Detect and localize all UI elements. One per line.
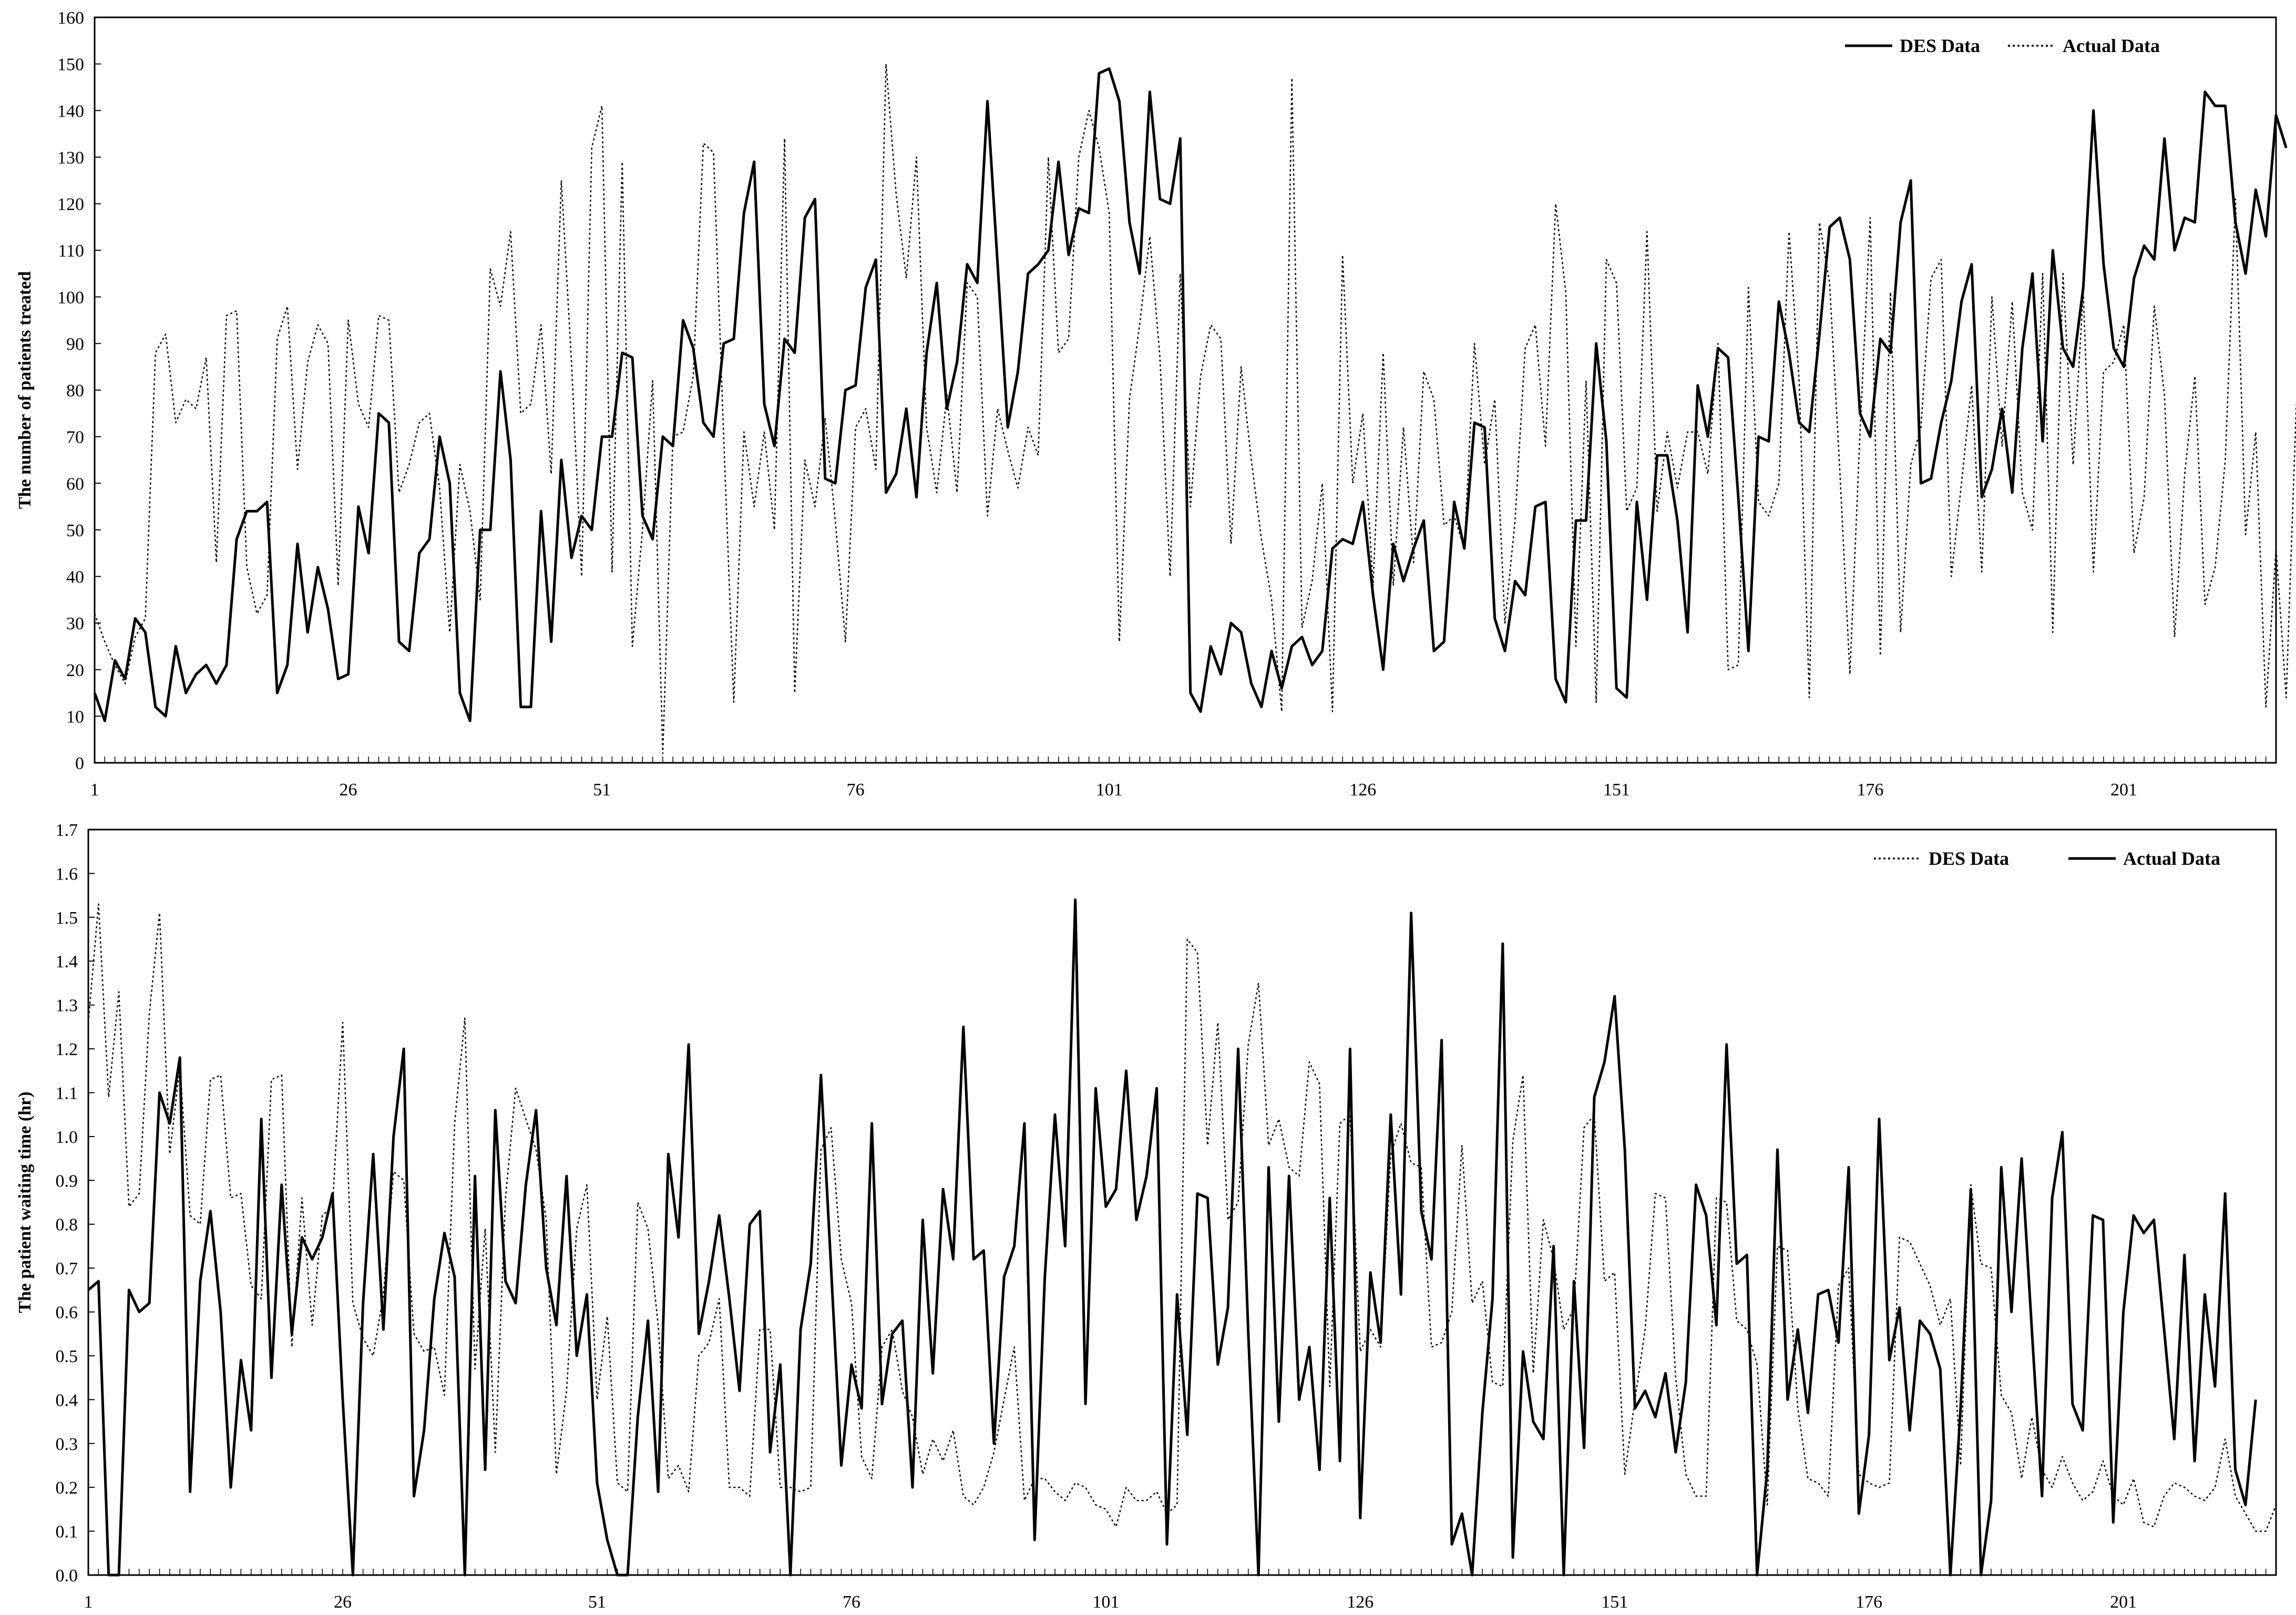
legend-label-des-data: DES Data xyxy=(1900,35,1980,56)
y-tick-label: 1.0 xyxy=(56,1128,78,1147)
chart-patient-waiting-time: 0.0 0.1 0.2 0.3 0.4 0.5 0.6 0.7 0.8 0.9 1.0 1.1 1.2 1… xyxy=(15,821,2277,1612)
x-tick-label: 176 xyxy=(1857,780,1883,800)
y-tick-label: 120 xyxy=(57,195,84,214)
y-tick-label: 10 xyxy=(66,707,84,727)
y-tick-label: 160 xyxy=(57,8,84,28)
x-tick-label: 151 xyxy=(1601,1592,1628,1612)
y-tick-labels: 0 10 20 30 40 50 60 70 80 90 100 110 120 130 140 150 160 xyxy=(57,8,84,773)
plot-frame xyxy=(87,829,2277,1576)
tick-marks xyxy=(88,829,2277,1576)
x-tick-label: 1 xyxy=(90,780,99,800)
y-tick-label: 30 xyxy=(66,614,84,633)
y-tick-label: 40 xyxy=(66,568,84,587)
x-tick-label: 126 xyxy=(1349,780,1376,800)
y-tick-label: 140 xyxy=(57,101,84,121)
x-tick-label: 1 xyxy=(84,1592,93,1612)
y-tick-label: 1.5 xyxy=(56,908,78,928)
legend: DES Data Actual Data xyxy=(1874,848,2220,869)
y-tick-label: 100 xyxy=(57,288,84,308)
x-tick-label: 76 xyxy=(847,780,865,800)
x-tick-label: 201 xyxy=(2110,1592,2137,1612)
x-tick-label: 126 xyxy=(1347,1592,1374,1612)
y-tick-label: 1.1 xyxy=(56,1084,78,1103)
y-tick-label: 150 xyxy=(57,55,84,75)
legend-label-actual-data: Actual Data xyxy=(2063,35,2160,56)
y-tick-label: 0.7 xyxy=(56,1259,78,1279)
series-line-actual-data xyxy=(87,898,2257,1577)
x-tick-labels: 1 26 51 76 101 126 151 176 201 xyxy=(84,1592,2137,1612)
x-tick-label: 76 xyxy=(843,1592,860,1612)
y-tick-label: 60 xyxy=(66,474,84,494)
x-tick-label: 201 xyxy=(2110,780,2137,800)
y-tick-label: 0.3 xyxy=(56,1435,78,1454)
y-tick-label: 1.3 xyxy=(56,996,78,1016)
y-tick-labels: 0.0 0.1 0.2 0.3 0.4 0.5 0.6 0.7 0.8 0.9 1.0 1.1 1.2 1… xyxy=(56,821,78,1586)
y-tick-label: 0.9 xyxy=(56,1171,78,1191)
x-tick-label: 26 xyxy=(340,780,357,800)
y-tick-label: 20 xyxy=(66,661,84,680)
y-tick-label: 1.2 xyxy=(56,1040,78,1059)
y-tick-label: 70 xyxy=(66,428,84,447)
series-line-actual-data xyxy=(94,63,2296,754)
y-tick-label: 0.5 xyxy=(56,1347,78,1366)
y-tick-label: 1.4 xyxy=(56,952,78,972)
y-tick-label: 50 xyxy=(66,521,84,540)
y-tick-label: 90 xyxy=(66,334,84,354)
legend: DES Data Actual Data xyxy=(1845,35,2160,56)
series-line-des-data xyxy=(93,67,2288,722)
x-tick-label: 151 xyxy=(1603,780,1630,800)
y-tick-label: 0.1 xyxy=(56,1522,78,1542)
y-tick-label: 80 xyxy=(66,381,84,401)
y-tick-label: 0.8 xyxy=(56,1215,78,1235)
y-tick-label: 0.0 xyxy=(56,1566,78,1586)
x-tick-label: 51 xyxy=(593,780,611,800)
y-tick-label: 110 xyxy=(58,241,84,261)
x-tick-label: 26 xyxy=(334,1592,352,1612)
y-tick-label: 1.6 xyxy=(56,864,78,884)
x-tick-label: 176 xyxy=(1856,1592,1882,1612)
legend-label-des-data: DES Data xyxy=(1929,848,2009,869)
chart-patients-treated: 0 10 20 30 40 50 60 70 80 90 100 110 120 130 140 150 160… xyxy=(15,8,2296,800)
y-axis-title: The number of patients treated xyxy=(15,271,35,509)
x-tick-label: 101 xyxy=(1092,1592,1119,1612)
series-line-des-data xyxy=(87,903,2277,1532)
tick-marks xyxy=(94,17,2277,763)
y-axis-title: The patient waiting time (hr) xyxy=(15,1091,35,1313)
series-lines xyxy=(87,898,2277,1577)
y-tick-label: 130 xyxy=(57,148,84,168)
y-tick-label: 0.2 xyxy=(56,1478,78,1498)
legend-label-actual-data: Actual Data xyxy=(2123,848,2220,869)
x-tick-labels: 1 26 51 76 101 126 151 176 201 xyxy=(90,780,2137,800)
series-lines xyxy=(93,63,2296,754)
y-tick-label: 0.6 xyxy=(56,1303,78,1323)
y-tick-label: 0 xyxy=(75,754,84,773)
x-tick-label: 101 xyxy=(1096,780,1123,800)
y-tick-label: 0.4 xyxy=(56,1391,78,1410)
x-tick-label: 51 xyxy=(588,1592,606,1612)
y-tick-label: 1.7 xyxy=(56,821,78,840)
